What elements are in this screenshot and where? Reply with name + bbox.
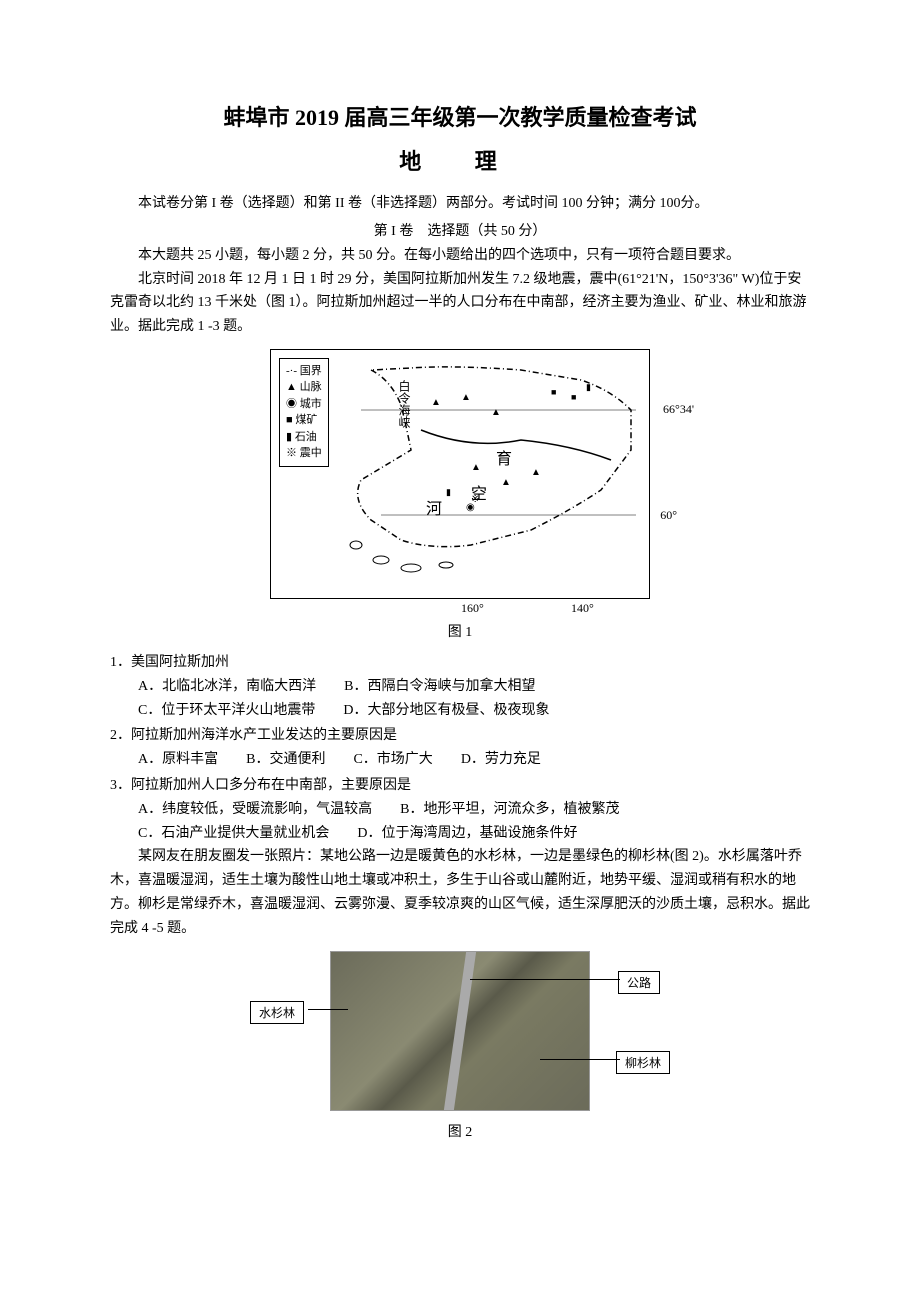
label-lat1: 66°34'	[663, 402, 694, 417]
label-river-1: 育	[496, 445, 512, 469]
label-shuishan: 水杉林	[250, 1001, 304, 1024]
q1-B: B．西隔白令海峡与加拿大相望	[344, 679, 535, 694]
figure-2-container: 水杉林 公路 柳杉林 图 2	[110, 951, 810, 1141]
q3-B: B．地形平坦，河流众多，植被繁茂	[400, 802, 619, 817]
q3-C: C．石油产业提供大量就业机会	[138, 826, 329, 841]
q3-D: D．位于海湾周边，基础设施条件好	[357, 826, 577, 841]
svg-text:■: ■	[551, 387, 556, 397]
svg-text:▲: ▲	[461, 392, 471, 403]
q1-D: D．大部分地区有极昼、极夜现象	[343, 703, 549, 718]
q2-D: D．劳力充足	[461, 752, 541, 767]
svg-text:■: ■	[571, 392, 576, 402]
q2-stem: 2．阿拉斯加州海洋水产工业发达的主要原因是	[110, 724, 810, 748]
q1-A: A．北临北冰洋，南临大西洋	[138, 679, 316, 694]
exam-title: 蚌埠市 2019 届高三年级第一次教学质量检查考试	[110, 100, 810, 132]
figure-2-caption: 图 2	[110, 1121, 810, 1141]
part1-description: 本大题共 25 小题，每小题 2 分，共 50 分。在每小题给出的四个选项中，只…	[110, 244, 810, 268]
subject-title: 地 理	[110, 144, 810, 176]
svg-text:▲: ▲	[531, 467, 541, 478]
road-line	[444, 952, 477, 1110]
q2-options: A．原料丰富 B．交通便利 C．市场广大 D．劳力充足	[110, 748, 810, 772]
svg-text:▲: ▲	[471, 462, 481, 473]
label-road: 公路	[618, 971, 660, 994]
q2-B: B．交通便利	[246, 752, 325, 767]
part1-header: 第 I 卷 选择题（共 50 分）	[110, 220, 810, 240]
label-lat2: 60°	[660, 508, 677, 523]
label-liushan: 柳杉林	[616, 1051, 670, 1074]
q3-A: A．纬度较低，受暖流影响，气温较高	[138, 802, 372, 817]
connector-left	[308, 1009, 348, 1010]
label-river-2: 空	[471, 480, 487, 504]
label-lon1: 160°	[461, 601, 484, 616]
q1-C: C．位于环太平洋火山地震带	[138, 703, 315, 718]
map-svg: ▲ ▲ ▲ ▲ ▲ ▲ ◉ ※ ■ ■ ▮ ▮	[271, 350, 651, 600]
figure-1-caption: 图 1	[110, 621, 810, 641]
svg-text:▮: ▮	[586, 382, 591, 392]
exam-description: 本试卷分第 I 卷（选择题）和第 II 卷（非选择题）两部分。考试时间 100 …	[110, 192, 810, 216]
label-strait: 白令海峡	[396, 380, 413, 428]
connector-right-bottom	[540, 1059, 620, 1060]
figure-2: 水杉林 公路 柳杉林	[270, 951, 650, 1111]
q3-options: A．纬度较低，受暖流影响，气温较高 B．地形平坦，河流众多，植被繁茂 C．石油产…	[110, 798, 810, 846]
svg-text:▲: ▲	[491, 407, 501, 418]
figure-1-map: -·- 国界 ▲ 山脉 ◉ 城市 ■ 煤矿 ▮ 石油 ※ 震中 ▲ ▲ ▲ ▲ …	[270, 349, 650, 599]
q1-options: A．北临北冰洋，南临大西洋 B．西隔白令海峡与加拿大相望 C．位于环太平洋火山地…	[110, 675, 810, 723]
svg-text:▲: ▲	[501, 477, 511, 488]
connector-right-top	[470, 979, 620, 980]
photo-box	[330, 951, 590, 1111]
q1-stem: 1．美国阿拉斯加州	[110, 651, 810, 675]
svg-text:▮: ▮	[446, 487, 451, 497]
figure-1-container: -·- 国界 ▲ 山脉 ◉ 城市 ■ 煤矿 ▮ 石油 ※ 震中 ▲ ▲ ▲ ▲ …	[110, 349, 810, 641]
label-river-3: 河	[426, 495, 442, 519]
passage-2: 某网友在朋友圈发一张照片：某地公路一边是暖黄色的水杉林，一边是墨绿色的柳杉林(图…	[110, 845, 810, 940]
q3-stem: 3．阿拉斯加州人口多分布在中南部，主要原因是	[110, 774, 810, 798]
svg-text:▲: ▲	[431, 397, 441, 408]
passage-1: 北京时间 2018 年 12 月 1 日 1 时 29 分，美国阿拉斯加州发生 …	[110, 268, 810, 339]
q2-C: C．市场广大	[353, 752, 432, 767]
q2-A: A．原料丰富	[138, 752, 218, 767]
label-lon2: 140°	[571, 601, 594, 616]
